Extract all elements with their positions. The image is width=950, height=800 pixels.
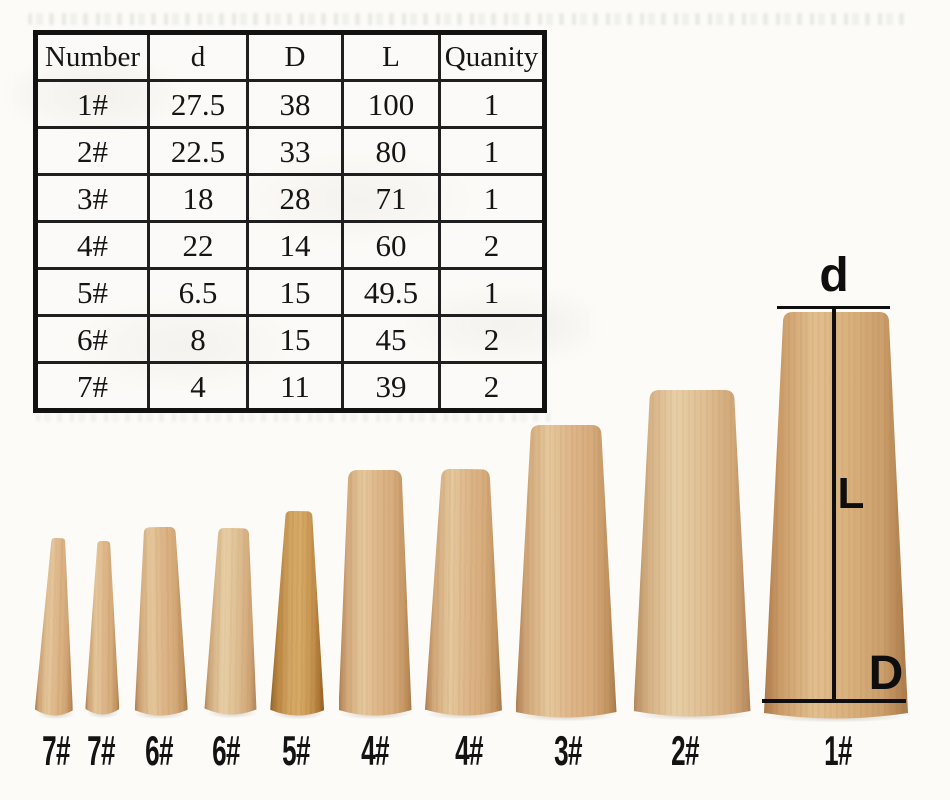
cone-size-label: 2# <box>671 727 699 774</box>
spec-row: 1# 27.5 38 100 1 <box>34 79 546 129</box>
spec-cell: 15 <box>246 314 344 364</box>
cone-size-label: 1# <box>824 727 852 774</box>
spec-cell: 4# <box>34 220 150 270</box>
wood-cone-7 <box>35 538 78 717</box>
wood-cone-2 <box>634 390 751 717</box>
spec-cell: 38 <box>246 79 344 129</box>
spec-row: 4# 22 14 60 2 <box>34 220 546 270</box>
spec-cell: 27.5 <box>147 79 249 129</box>
spec-cell: 49.5 <box>341 267 441 317</box>
spec-row: 2# 22.5 33 80 1 <box>34 126 546 176</box>
length-line <box>832 308 836 702</box>
cone-size-label: 4# <box>455 727 483 774</box>
wood-cone-7 <box>85 541 121 715</box>
spec-table-header: Number d D L Quanity <box>34 31 546 82</box>
spec-col-header: Quanity <box>438 31 546 82</box>
spec-cell: 45 <box>341 314 441 364</box>
spec-table: Number d D L Quanity 1# 27.5 38 100 1 2# 22.5 33 80 1… <box>33 30 547 413</box>
faint-watermark-strip <box>36 413 551 422</box>
spec-cell: 71 <box>341 173 441 223</box>
spec-cell: 11 <box>246 361 344 412</box>
spec-cell: 3# <box>34 173 150 223</box>
spec-cell: 1 <box>438 173 546 223</box>
cone-size-label: 7# <box>42 727 70 774</box>
spec-cell: 6.5 <box>147 267 249 317</box>
spec-cell: 8 <box>147 314 249 364</box>
bottom-diameter-label: D <box>868 647 904 700</box>
wood-cone-3 <box>516 425 617 718</box>
spec-row: 7# 4 11 39 2 <box>34 361 546 412</box>
spec-row: 3# 18 28 71 1 <box>34 173 546 223</box>
wood-cone-4 <box>424 469 503 717</box>
spec-col-header: L <box>341 31 441 82</box>
spec-cell: 6# <box>34 314 150 364</box>
spec-cell: 1 <box>438 126 546 176</box>
spec-table-body: 1# 27.5 38 100 1 2# 22.5 33 80 1 3# 18 28 71 1 4# 22 14 60… <box>34 79 546 412</box>
cone-size-label: 4# <box>361 727 389 774</box>
cone-size-label: 5# <box>282 727 310 774</box>
bottom-diameter-line <box>762 699 906 703</box>
spec-col-header: Number <box>34 31 150 82</box>
spec-cell: 39 <box>341 361 441 412</box>
wood-cone-4 <box>339 470 412 716</box>
spec-cell: 33 <box>246 126 344 176</box>
spec-cell: 100 <box>341 79 441 129</box>
spec-cell: 18 <box>147 173 249 223</box>
spec-cell: 5# <box>34 267 150 317</box>
spec-cell: 60 <box>341 220 441 270</box>
wood-cone-6 <box>133 527 188 716</box>
spec-cell: 1 <box>438 267 546 317</box>
spec-cell: 22 <box>147 220 249 270</box>
spec-row: 6# 8 15 45 2 <box>34 314 546 364</box>
length-label: L <box>837 469 865 518</box>
spec-cell: 1# <box>34 79 150 129</box>
spec-cell: 2 <box>438 361 546 412</box>
wood-cone-6 <box>204 528 259 716</box>
spec-cell: 4 <box>147 361 249 412</box>
spec-cell: 80 <box>341 126 441 176</box>
spec-cell: 2# <box>34 126 150 176</box>
cone-size-label: 6# <box>212 727 240 774</box>
spec-cell: 28 <box>246 173 344 223</box>
wood-cone-5 <box>270 511 326 716</box>
top-diameter-label: d <box>819 249 849 302</box>
spec-cell: 22.5 <box>147 126 249 176</box>
spec-cell: 15 <box>246 267 344 317</box>
cone-size-label: 7# <box>87 727 115 774</box>
wood-cone-1 <box>764 312 908 719</box>
spec-col-header: D <box>246 31 344 82</box>
spec-cell: 2 <box>438 220 546 270</box>
cone-size-label: 6# <box>145 727 173 774</box>
spec-row: 5# 6.5 15 49.5 1 <box>34 267 546 317</box>
spec-cell: 1 <box>438 79 546 129</box>
spec-cell: 7# <box>34 361 150 412</box>
top-diameter-line <box>777 306 890 309</box>
spec-cell: 2 <box>438 314 546 364</box>
cone-size-label: 3# <box>554 727 582 774</box>
spec-col-header: d <box>147 31 249 82</box>
faint-watermark-strip <box>28 13 908 25</box>
spec-cell: 14 <box>246 220 344 270</box>
